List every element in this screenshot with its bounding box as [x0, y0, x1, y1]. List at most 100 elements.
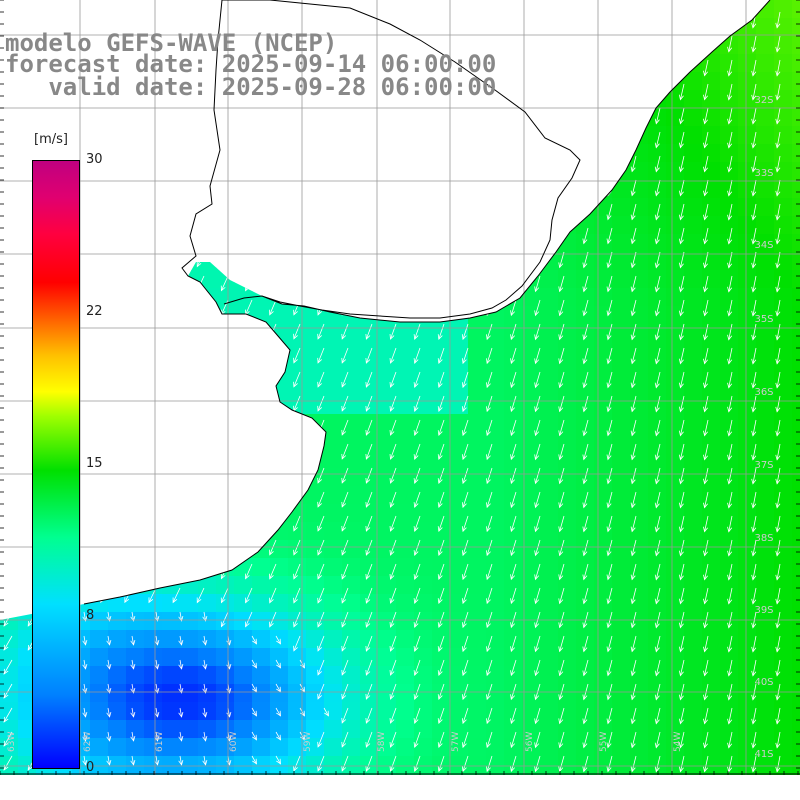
field-cell [90, 108, 109, 127]
field-cell [774, 360, 793, 379]
field-cell [162, 360, 181, 379]
field-cell [378, 540, 397, 559]
wind-arrow [341, 395, 349, 412]
field-cell [540, 432, 559, 451]
wind-arrow [606, 155, 613, 173]
field-cell [0, 288, 19, 307]
wind-arrow [461, 227, 469, 245]
field-cell [288, 234, 307, 253]
wind-arrow [558, 443, 565, 461]
field-cell [198, 738, 217, 757]
field-cell [126, 360, 145, 379]
field-cell [72, 126, 91, 145]
field-cell [324, 306, 343, 325]
wind-arrow [606, 107, 613, 125]
field-cell [702, 450, 721, 469]
field-cell [504, 216, 523, 235]
field-cell [774, 162, 793, 181]
field-cell [702, 54, 721, 73]
wind-arrow [389, 299, 397, 316]
field-cell [522, 18, 541, 37]
field-cell [144, 540, 163, 559]
wind-arrow [196, 467, 205, 484]
wind-arrow [775, 587, 781, 605]
wind-arrow [751, 155, 757, 173]
field-cell [144, 576, 163, 595]
field-cell [612, 504, 631, 523]
wind-arrow [678, 83, 685, 101]
wind-arrow [341, 371, 349, 388]
field-cell [108, 684, 127, 703]
wind-arrow [389, 611, 397, 628]
wind-arrow [389, 539, 397, 556]
field-cell [702, 234, 721, 253]
field-cell [666, 126, 685, 145]
wind-arrow [678, 227, 685, 245]
field-cell [522, 720, 541, 739]
field-cell [720, 18, 739, 37]
field-cell [288, 324, 307, 343]
field-cell [108, 216, 127, 235]
wind-arrow [413, 731, 421, 748]
field-cell [162, 108, 181, 127]
wind-arrow [437, 275, 445, 293]
wind-arrow [365, 131, 373, 148]
field-cell [540, 90, 559, 109]
field-cell [648, 144, 667, 163]
lon-label: 61W [155, 732, 165, 752]
field-cell [792, 270, 800, 289]
field-cell [360, 630, 379, 649]
wind-arrow [100, 563, 109, 580]
field-cell [288, 774, 307, 775]
field-cell [414, 108, 433, 127]
wind-arrow [727, 563, 733, 581]
wind-arrow [703, 347, 709, 365]
wind-arrow [365, 299, 373, 316]
wind-arrow [558, 251, 565, 269]
field-cell [468, 216, 487, 235]
field-cell [576, 414, 595, 433]
field-cell [450, 486, 469, 505]
wind-arrow [678, 659, 685, 677]
wind-arrow [251, 731, 257, 741]
field-cell [306, 774, 325, 775]
field-cell [342, 162, 361, 181]
wind-arrow [582, 35, 589, 53]
field-cell [468, 756, 487, 775]
field-cell [432, 486, 451, 505]
wind-arrow [486, 731, 493, 749]
wind-arrow [365, 755, 373, 772]
field-cell [738, 684, 757, 703]
field-cell [252, 216, 271, 235]
field-cell [144, 558, 163, 577]
field-cell [450, 360, 469, 379]
field-cell [630, 630, 649, 649]
wind-arrow [654, 443, 661, 461]
field-cell [144, 720, 163, 739]
field-cell [108, 324, 127, 343]
field-cell [342, 702, 361, 721]
field-cell [144, 738, 163, 757]
wind-arrow [534, 467, 541, 485]
field-cell [180, 612, 199, 631]
field-cell [630, 144, 649, 163]
wind-arrow [365, 203, 373, 220]
wind-arrow [413, 755, 421, 772]
wind-arrow [389, 371, 397, 388]
field-cell [630, 342, 649, 361]
wind-arrow [317, 179, 325, 196]
field-cell [414, 0, 433, 19]
field-cell [216, 252, 235, 271]
wind-arrow [510, 275, 517, 293]
field-cell [630, 162, 649, 181]
wind-arrow [100, 323, 109, 340]
field-cell [126, 756, 145, 775]
wind-arrow [437, 203, 445, 221]
wind-arrow [437, 395, 445, 413]
wind-arrow [606, 83, 613, 101]
field-cell [648, 486, 667, 505]
field-cell [540, 666, 559, 685]
lon-label: 59W [303, 732, 313, 752]
field-cell [720, 360, 739, 379]
field-cell [0, 216, 19, 235]
